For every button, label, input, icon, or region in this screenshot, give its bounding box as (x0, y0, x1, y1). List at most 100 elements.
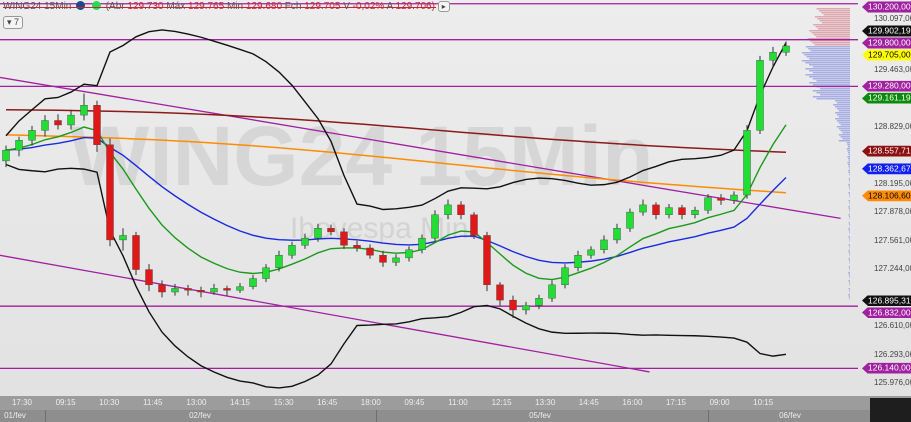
day-label: 01/fev (4, 411, 26, 420)
time-axis[interactable]: 17:30 09:15 10:30 11:45 13:00 14:15 15:30 16:45… (0, 396, 911, 410)
chart-area[interactable]: WING24 15Min (Abr 129.730 Máx 129.765 Mi… (0, 0, 911, 396)
candle-body (275, 254, 283, 268)
volume-profile-bar (848, 244, 850, 246)
volume-profile-bar (849, 240, 850, 242)
candle (743, 124, 751, 199)
price-tag: 128.557,71 (862, 145, 911, 157)
volume-profile-bar (848, 238, 850, 240)
candle (67, 109, 75, 130)
volume-profile-bar (848, 206, 850, 208)
time-tick: 17:30 (11, 398, 33, 407)
price-tick: 126.293,00 (874, 349, 911, 359)
volume-profile-bar (848, 172, 850, 174)
volume-profile-bar (848, 288, 850, 290)
candle-body (28, 130, 36, 141)
volume-profile-bar (848, 214, 850, 216)
candle (574, 250, 582, 272)
day-separator (376, 410, 377, 422)
time-tick: 09:00 (709, 398, 730, 407)
volume-profile-bar (848, 192, 850, 194)
volume-profile-bar (806, 56, 850, 58)
time-tick: 11:00 (448, 398, 468, 407)
indicators-collapse-button[interactable]: ▾ 7 (3, 16, 24, 29)
volume-profile-bar (846, 142, 850, 144)
candle (80, 93, 88, 121)
candle (405, 246, 413, 262)
candle-body (652, 204, 660, 215)
day-separator (45, 410, 46, 422)
volume-profile-bar (847, 162, 850, 164)
candle-body (353, 245, 361, 249)
time-tick: 12:15 (491, 398, 512, 407)
volume-profile-bar (809, 58, 850, 60)
candle-body (574, 254, 582, 268)
volume-profile-bar (816, 80, 850, 82)
price-tick: 126.610,00 (874, 321, 911, 331)
candle-body (158, 284, 166, 293)
candle-body (80, 105, 88, 116)
candle-body (717, 197, 725, 201)
time-tick: 18:00 (360, 398, 381, 407)
volume-profile-bar (816, 92, 850, 94)
volume-profile-bar (805, 46, 850, 48)
candle (262, 264, 270, 283)
price-tick: 128.829,00 (874, 121, 911, 131)
day-label: 06/fev (779, 411, 801, 420)
volume-profile-bar (847, 158, 850, 160)
volume-profile-bar (840, 130, 850, 132)
volume-profile-bar (809, 64, 850, 66)
volume-profile-bar (812, 90, 850, 92)
volume-profile-bar (812, 96, 850, 98)
candle-body (119, 235, 127, 241)
candle (613, 223, 621, 244)
expand-button[interactable]: ▸ (437, 1, 450, 12)
candle-body (691, 210, 699, 215)
candle-body (587, 249, 595, 256)
chart-header: WING24 15Min (Abr 129.730 Máx 129.765 Mi… (3, 1, 450, 12)
price-tag: 129.705,00 (862, 49, 911, 61)
time-tick: 13:00 (186, 398, 207, 407)
candle (392, 254, 400, 266)
time-tick: 09:15 (55, 398, 76, 407)
volume-profile-bar (848, 154, 850, 156)
volume-profile-bar (849, 254, 850, 256)
candle-body (15, 140, 23, 151)
volume-profile-bar (807, 38, 850, 40)
volume-profile-bar (835, 100, 850, 102)
day-label: 02/fev (189, 411, 211, 420)
trendline (0, 76, 841, 220)
candle-body (457, 204, 465, 215)
volume-profile-bar (849, 168, 850, 170)
candle (704, 194, 712, 214)
volume-profile-bar (804, 54, 850, 56)
candle (678, 204, 686, 220)
time-tick: 17:15 (665, 398, 687, 407)
volume-profile-bar (808, 48, 850, 50)
candle (769, 46, 777, 67)
volume-profile-bar (849, 180, 850, 182)
candle (184, 284, 192, 296)
time-tick: 14:45 (578, 398, 599, 407)
volume-profile-bar (849, 224, 850, 226)
time-tick: 09:45 (404, 398, 425, 407)
volume-profile-bar (838, 140, 850, 142)
volume-profile-bar (848, 250, 850, 252)
volume-profile-bar (849, 268, 850, 270)
candle (2, 145, 10, 168)
price-tick: 127.878,00 (874, 207, 911, 217)
volume-profile-bar (821, 12, 850, 14)
candle-body (327, 228, 335, 233)
candle (561, 264, 569, 289)
volume-profile-bar (848, 230, 850, 232)
volume-profile-bar (838, 110, 850, 112)
candle (106, 138, 114, 247)
candle-body (626, 211, 634, 229)
candle-body (392, 257, 400, 263)
price-tick: 125.976,00 (874, 378, 911, 388)
volume-profile-bar (848, 258, 850, 260)
volume-profile-bar (809, 40, 850, 42)
candle (717, 194, 725, 205)
candle (119, 228, 127, 251)
volume-profile-bar (838, 134, 850, 136)
candle (158, 280, 166, 298)
